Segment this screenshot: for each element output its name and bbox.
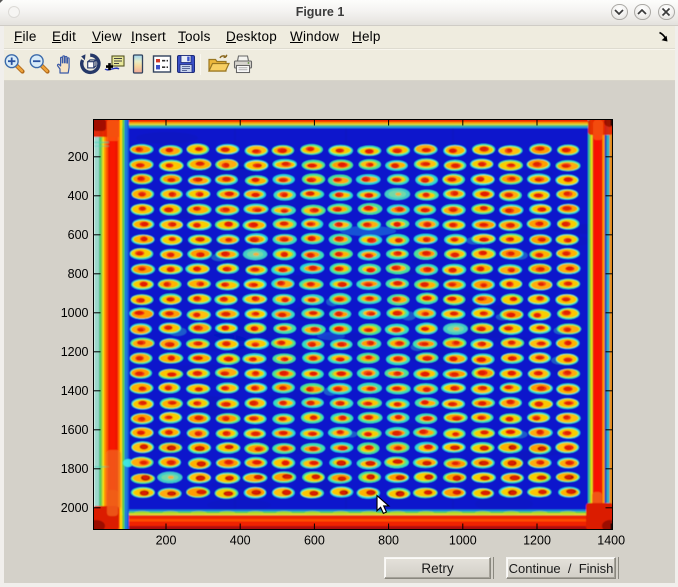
svg-text:800: 800 bbox=[68, 267, 89, 281]
svg-text:1400: 1400 bbox=[61, 384, 89, 398]
svg-text:2000: 2000 bbox=[61, 501, 89, 515]
svg-text:800: 800 bbox=[378, 534, 399, 548]
svg-text:200: 200 bbox=[68, 150, 89, 164]
svg-text:1000: 1000 bbox=[449, 534, 477, 548]
svg-text:600: 600 bbox=[68, 228, 89, 242]
svg-text:1200: 1200 bbox=[61, 345, 89, 359]
svg-text:400: 400 bbox=[230, 534, 251, 548]
svg-text:1200: 1200 bbox=[523, 534, 551, 548]
svg-text:1400: 1400 bbox=[597, 534, 625, 548]
svg-text:1800: 1800 bbox=[61, 462, 89, 476]
svg-text:1600: 1600 bbox=[61, 423, 89, 437]
svg-text:200: 200 bbox=[156, 534, 177, 548]
svg-text:400: 400 bbox=[68, 189, 89, 203]
svg-text:600: 600 bbox=[304, 534, 325, 548]
svg-text:1000: 1000 bbox=[61, 306, 89, 320]
